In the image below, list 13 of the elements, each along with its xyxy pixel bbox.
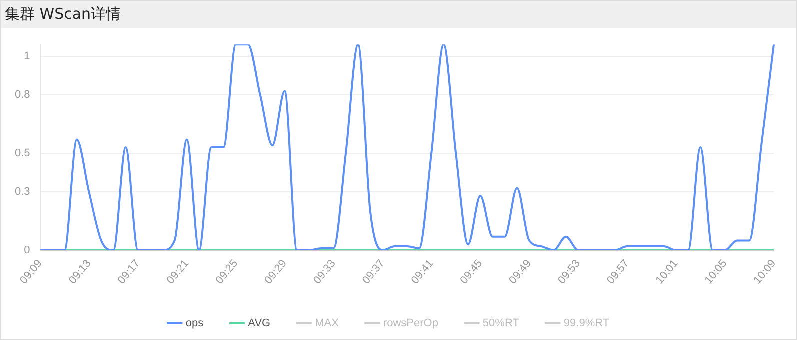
y-tick-label: 1 xyxy=(24,50,30,62)
legend-label: 50%RT xyxy=(482,318,520,330)
legend-label: ops xyxy=(186,318,204,330)
legend-label: AVG xyxy=(248,318,271,330)
y-tick-label: 0.8 xyxy=(14,89,30,102)
y-tick-label: 0.3 xyxy=(14,186,30,198)
y-tick-label: 0.5 xyxy=(14,147,30,160)
legend-label: 99.9%RT xyxy=(564,318,610,330)
legend-label: rowsPerOp xyxy=(383,318,438,330)
line-series xyxy=(39,44,775,250)
y-tick-label: 0 xyxy=(24,244,30,256)
chart-title: 集群 WScan详情 xyxy=(1,1,796,28)
legend-label: MAX xyxy=(315,318,340,330)
